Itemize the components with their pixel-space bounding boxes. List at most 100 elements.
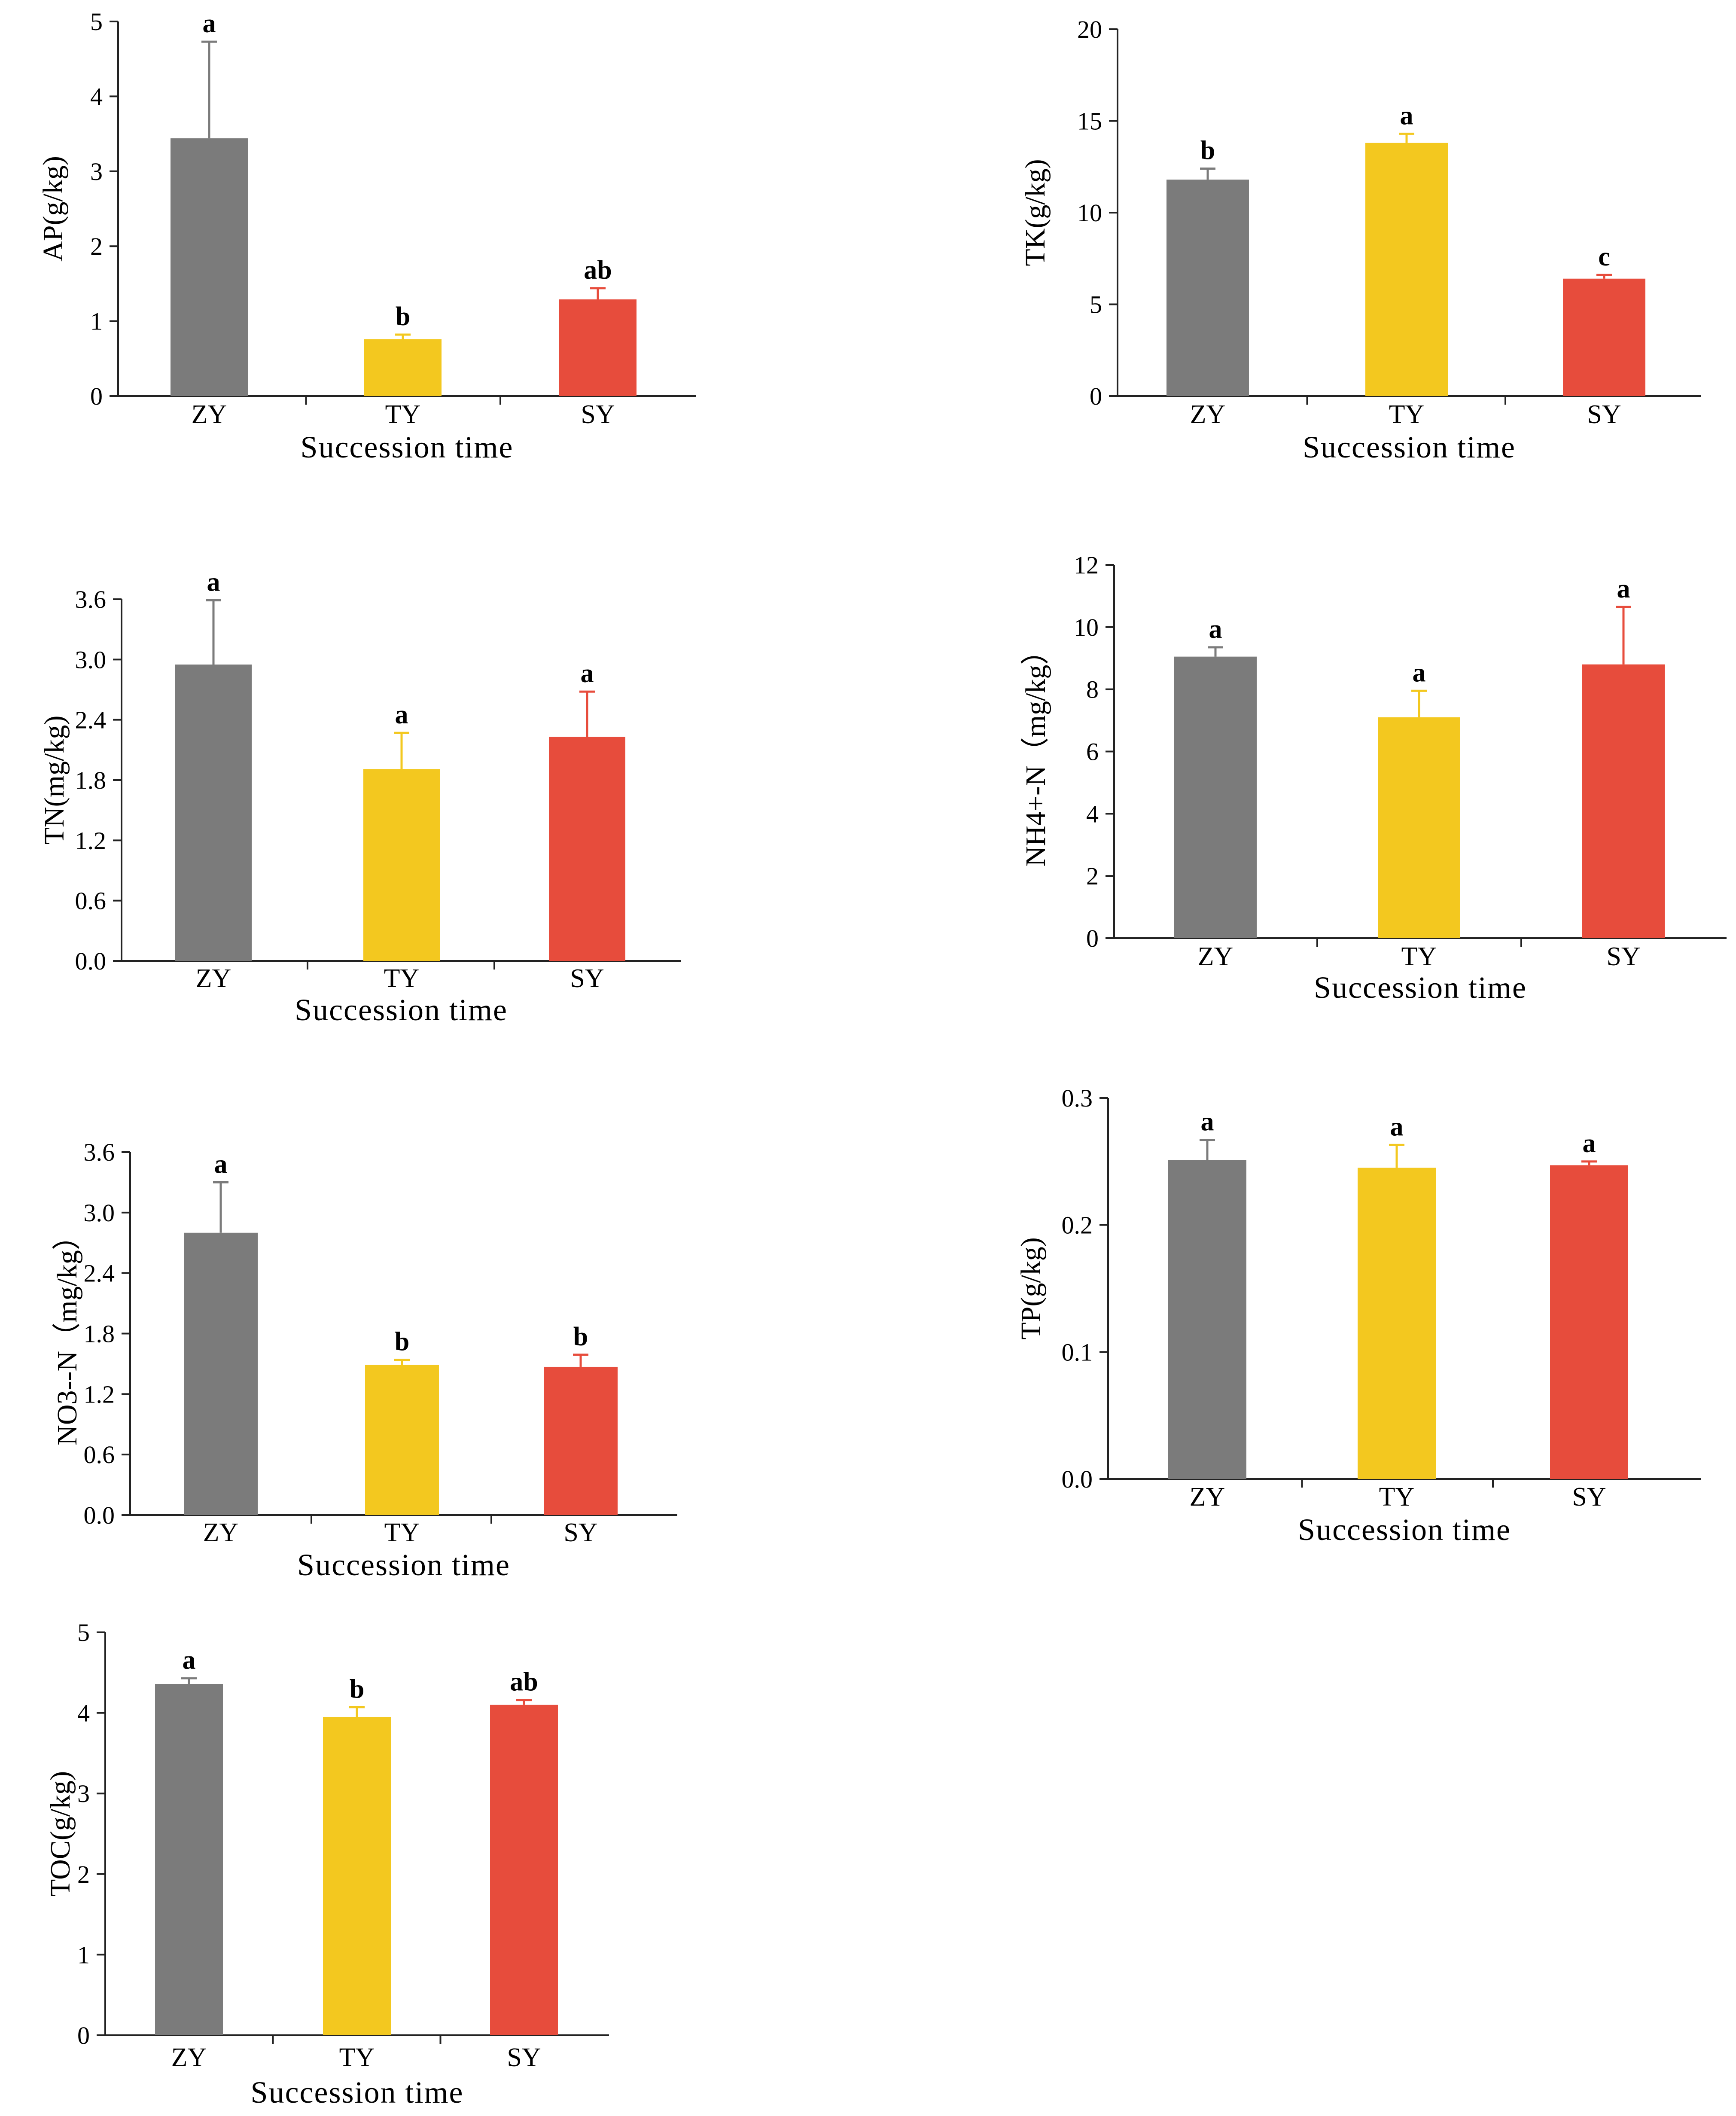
x-tick-label: ZY xyxy=(1190,400,1226,429)
bar-ty xyxy=(1358,1168,1436,1479)
y-tick-label: 10 xyxy=(1074,613,1099,641)
y-tick-label: 0.6 xyxy=(84,1441,115,1469)
chart-panel-tp: 0.0 0.1 0.2 0.3 a ZY a TY a SY Succession time TP(g… xyxy=(1015,1084,1701,1547)
x-tick-label: SY xyxy=(1587,400,1621,429)
y-axis-title: TN(mg/kg) xyxy=(39,716,70,845)
x-axis-title: Succession time xyxy=(295,993,508,1027)
chart-panel-toc: 0 1 2 3 4 5 a ZY b TY ab SY Succession time TOC(g/kg) xyxy=(45,1619,609,2110)
x-tick-label: TY xyxy=(1401,942,1437,971)
bar-sy xyxy=(544,1366,618,1515)
significance-letter: a xyxy=(1390,1112,1404,1141)
y-tick-label: 1 xyxy=(77,1941,90,1969)
x-tick-label: ZY xyxy=(1198,942,1233,971)
bar-zy xyxy=(155,1684,223,2035)
bar-ty xyxy=(323,1717,391,2035)
x-tick-label: SY xyxy=(570,964,604,993)
x-tick-label: ZY xyxy=(192,400,227,429)
bar-sy xyxy=(549,737,625,961)
significance-letter: c xyxy=(1598,242,1610,271)
bar-sy xyxy=(559,299,637,396)
significance-letter: a xyxy=(203,9,216,38)
x-tick-label: SY xyxy=(581,400,615,429)
chart-panel-tn: 0.0 0.6 1.2 1.8 2.4 3.0 3.6 a ZY a TY a SY Succession… xyxy=(39,567,681,1027)
significance-letter: ab xyxy=(510,1668,538,1697)
bar-zy xyxy=(175,665,252,961)
bar-zy xyxy=(171,138,248,396)
bar-ty xyxy=(365,1365,439,1515)
y-tick-label: 4 xyxy=(1086,800,1099,828)
y-tick-label: 0.2 xyxy=(1062,1211,1093,1239)
y-tick-label: 3 xyxy=(77,1780,90,1808)
y-tick-label: 10 xyxy=(1077,199,1102,227)
y-tick-label: 6 xyxy=(1086,738,1099,766)
significance-letter: a xyxy=(1583,1129,1596,1158)
x-axis-title: Succession time xyxy=(301,430,514,464)
significance-letter: b xyxy=(1200,136,1215,165)
significance-letter: b xyxy=(350,1674,364,1704)
significance-letter: a xyxy=(1209,615,1222,644)
x-axis-title: Succession time xyxy=(1298,1512,1511,1547)
y-tick-label: 0.6 xyxy=(75,887,107,915)
significance-letter: a xyxy=(1400,101,1413,130)
y-tick-label: 3.6 xyxy=(75,585,107,613)
x-axis-title: Succession time xyxy=(297,1548,510,1582)
bar-sy xyxy=(1550,1165,1628,1479)
y-tick-label: 2 xyxy=(90,232,103,260)
y-tick-label: 5 xyxy=(77,1619,90,1646)
bar-ty xyxy=(1378,717,1460,938)
y-tick-label: 1.8 xyxy=(75,766,107,794)
y-tick-label: 1.2 xyxy=(84,1380,115,1408)
y-tick-label: 0.0 xyxy=(75,947,107,975)
y-tick-label: 2 xyxy=(77,1860,90,1888)
bar-ty xyxy=(363,769,440,961)
x-axis-title: Succession time xyxy=(251,2075,464,2110)
y-tick-label: 3.0 xyxy=(84,1199,115,1227)
x-tick-label: TY xyxy=(384,964,420,993)
y-tick-label: 1.2 xyxy=(75,826,107,854)
bar-zy xyxy=(1166,180,1249,396)
x-tick-label: SY xyxy=(1572,1482,1606,1512)
y-tick-label: 4 xyxy=(77,1699,90,1727)
significance-letter: a xyxy=(1617,574,1630,604)
chart-panel-ap: 0 1 2 3 4 5 a ZY b TY ab SY Succession time AP(g/kg) xyxy=(37,8,696,464)
y-tick-label: 2.4 xyxy=(75,706,107,734)
bar-sy xyxy=(490,1704,558,2035)
y-tick-label: 1 xyxy=(90,308,103,335)
x-tick-label: ZY xyxy=(1190,1482,1225,1512)
y-axis-title: AP(g/kg) xyxy=(37,156,69,262)
y-tick-label: 3 xyxy=(90,158,103,186)
y-tick-label: 0.0 xyxy=(1062,1465,1093,1493)
significance-letter: b xyxy=(396,302,410,331)
y-tick-label: 4 xyxy=(90,82,103,110)
significance-letter: a xyxy=(1201,1107,1214,1137)
x-tick-label: SY xyxy=(507,2043,541,2072)
y-axis-title: TP(g/kg) xyxy=(1015,1237,1047,1339)
y-tick-label: 5 xyxy=(1090,291,1102,319)
x-tick-label: TY xyxy=(384,1518,420,1547)
significance-letter: a xyxy=(183,1646,196,1675)
y-tick-label: 15 xyxy=(1077,107,1102,135)
y-tick-label: 0 xyxy=(90,382,103,410)
y-tick-label: 1.8 xyxy=(84,1320,115,1348)
bar-zy xyxy=(1174,656,1257,938)
x-axis-title: Succession time xyxy=(1314,970,1527,1005)
x-tick-label: ZY xyxy=(171,2043,207,2072)
y-tick-label: 3.6 xyxy=(84,1138,115,1166)
x-tick-label: TY xyxy=(385,400,421,429)
y-axis-title: TOC(g/kg) xyxy=(45,1771,76,1896)
y-tick-label: 2 xyxy=(1086,862,1099,890)
significance-letter: a xyxy=(1413,658,1426,687)
y-axis-title: NH4+-N（mg/kg） xyxy=(1020,637,1051,867)
x-tick-label: TY xyxy=(339,2043,375,2072)
chart-panel-tk: 0 5 10 15 20 b ZY a TY c SY Succession time TK(g/kg) xyxy=(1020,15,1701,464)
x-tick-label: SY xyxy=(1606,942,1640,971)
bar-sy xyxy=(1582,664,1665,938)
significance-letter: a xyxy=(207,567,220,597)
bar-sy xyxy=(1563,278,1645,396)
significance-letter: b xyxy=(395,1327,409,1357)
y-tick-label: 0 xyxy=(77,2021,90,2049)
y-tick-label: 20 xyxy=(1077,15,1102,43)
y-tick-label: 5 xyxy=(90,8,103,36)
significance-letter: a xyxy=(395,700,408,729)
